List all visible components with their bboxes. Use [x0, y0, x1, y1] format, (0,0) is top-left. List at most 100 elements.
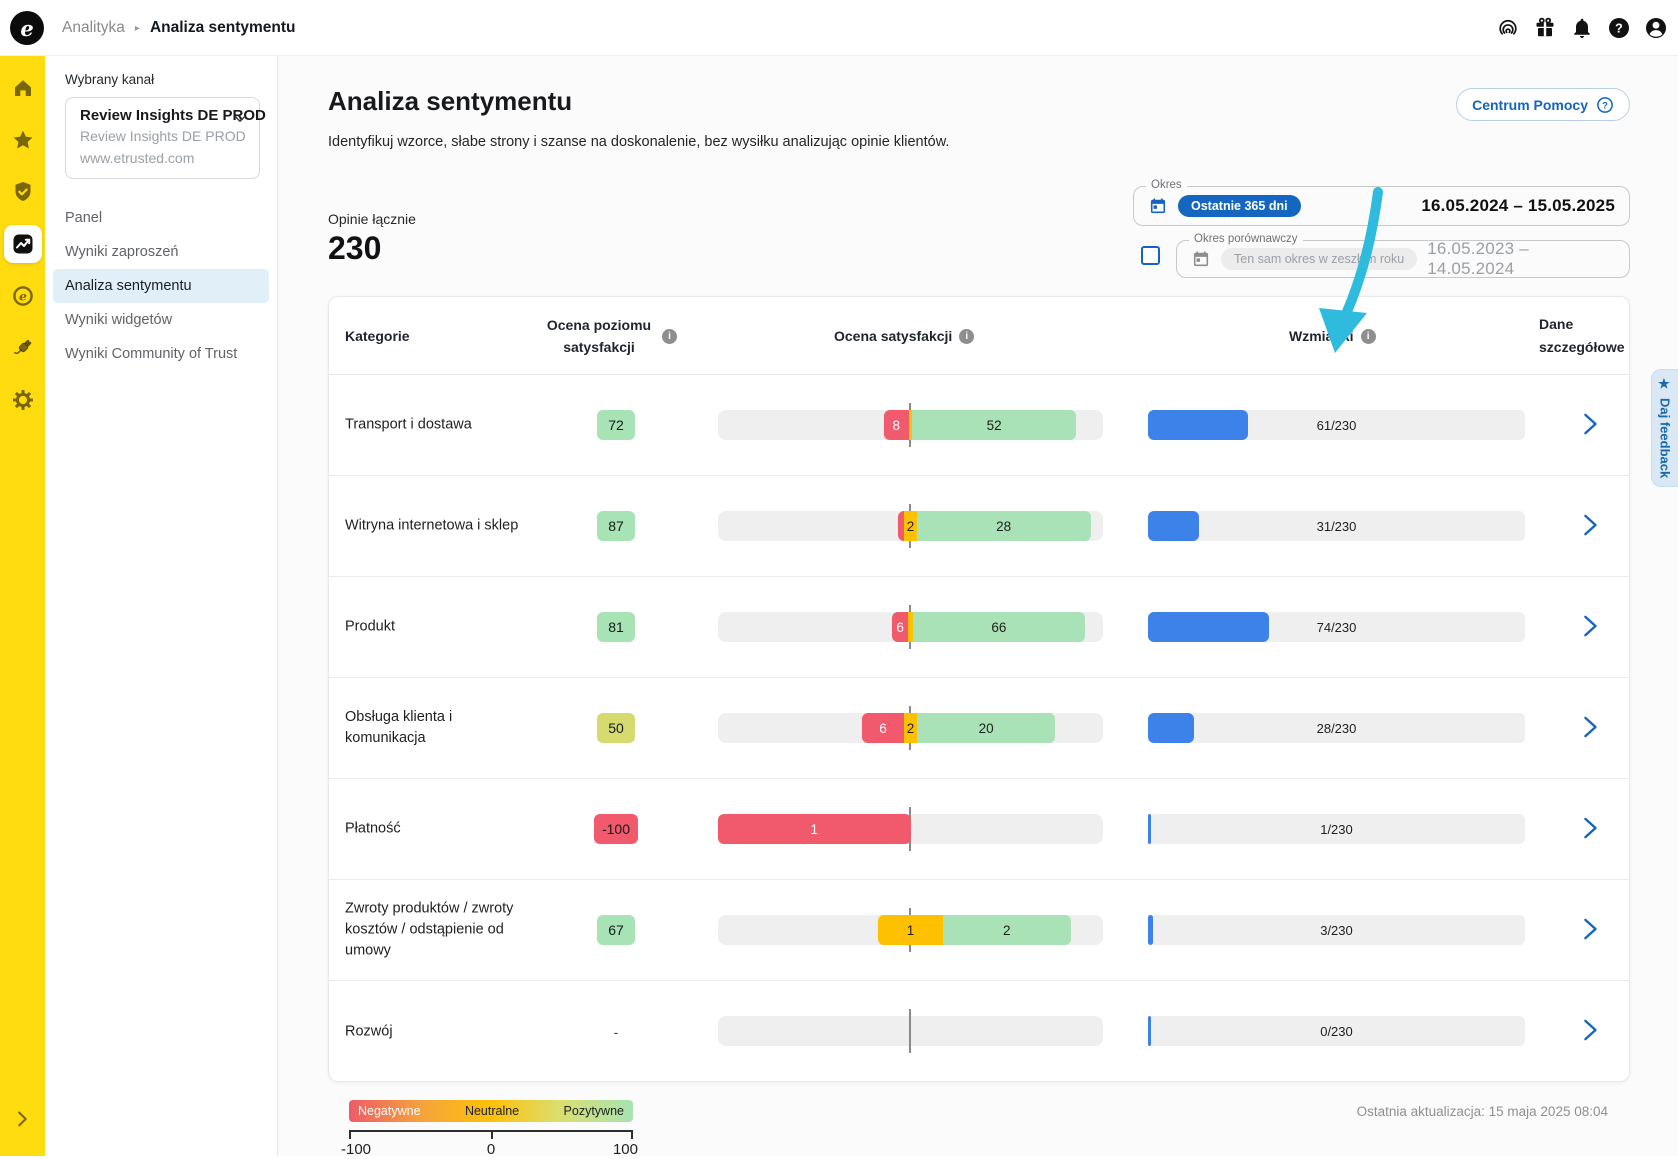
rail-item-shield-check[interactable]	[11, 180, 35, 204]
sentiment-segment-pos: 20	[917, 713, 1055, 743]
column-score: Ocena poziomu satysfakcji i	[535, 297, 685, 375]
table-row: Rozwój - 0/230	[329, 981, 1629, 1082]
period-picker[interactable]: Okres Ostatnie 365 dni 16.05.2024 – 15.0…	[1133, 179, 1630, 226]
chevron-right-icon	[1584, 413, 1597, 434]
rail-item-plug[interactable]	[11, 336, 35, 360]
category-label: Witryna internetowa i sklep	[345, 517, 519, 534]
sentiment-segment-neu: 2	[903, 713, 918, 743]
sidebar-item-wyniki-community-of-trust[interactable]: Wyniki Community of Trust	[65, 346, 238, 362]
row-details-button[interactable]	[1575, 914, 1605, 946]
main-content: Analiza sentymentu Identyfikuj wzorce, s…	[278, 56, 1678, 1158]
chevron-right-icon	[1584, 716, 1597, 737]
fingerprint-icon[interactable]	[1496, 16, 1520, 40]
rail-expand-button[interactable]	[11, 1108, 33, 1130]
row-details-button[interactable]	[1575, 510, 1605, 542]
feedback-label: Daj feedback	[1657, 398, 1673, 479]
channel-url: www.etrusted.com	[80, 150, 195, 166]
account-icon[interactable]	[1644, 16, 1668, 40]
legend-mid: 0	[486, 1141, 496, 1158]
info-icon[interactable]: i	[1360, 328, 1376, 344]
breadcrumb-analityka[interactable]: Analityka	[62, 19, 125, 36]
mentions-bar-fill	[1148, 1016, 1151, 1046]
plug-icon	[11, 336, 35, 360]
row-details-button[interactable]	[1575, 813, 1605, 845]
rail-item-etrusted[interactable]	[11, 284, 35, 308]
settings-gear-icon	[11, 388, 35, 412]
info-icon[interactable]: i	[662, 328, 677, 344]
comparison-period-picker[interactable]: Okres porównawczy Ten sam okres w zeszły…	[1176, 233, 1630, 278]
channel-label: Wybrany kanał	[65, 72, 155, 87]
column-sentiment-label: Ocena satysfakcji	[834, 328, 953, 344]
breadcrumb-current: Analiza sentymentu	[149, 19, 296, 36]
topbar-actions	[1496, 0, 1668, 56]
legend-neutral-label: Neutralne	[464, 1104, 520, 1118]
mentions-bar-fill	[1148, 713, 1194, 743]
breadcrumb-separator-icon: ▸	[134, 22, 140, 34]
help-icon[interactable]	[1607, 16, 1631, 40]
channel-sidebar: Wybrany kanał Review Insights DE PROD Re…	[45, 56, 278, 1156]
etrusted-logo[interactable]: e	[10, 11, 44, 45]
score-badge: 67	[597, 915, 635, 945]
sidebar-menu: Panel Wyniki zaproszeń Analiza sentymentu W…	[45, 201, 277, 371]
page-title: Analiza sentymentu	[328, 86, 573, 116]
rail-item-star[interactable]	[11, 128, 35, 152]
sidebar-item-analiza-sentymentu[interactable]: Analiza sentymentu	[53, 269, 269, 303]
sentiment-segment-pos: 66	[913, 612, 1085, 642]
category-label: Obsługa klienta i komunikacja	[345, 709, 453, 746]
mentions-bar-track: 61/230	[1148, 410, 1525, 440]
column-sentiment: Ocena satysfakcji i	[834, 297, 975, 375]
sentiment-segment-neu: 1	[878, 915, 943, 945]
mentions-count: 3/230	[1320, 922, 1353, 938]
mentions-bar-track: 28/230	[1148, 713, 1525, 743]
calendar-icon[interactable]	[1148, 196, 1168, 216]
sidebar-item-wyniki-zaproszeń[interactable]: Wyniki zaproszeń	[65, 244, 179, 260]
score-badge: 81	[597, 612, 635, 642]
category-label: Zwroty produktów / zwroty kosztów / odst…	[345, 900, 514, 959]
mentions-bar-fill	[1148, 410, 1248, 440]
sentiment-segments: 2 28	[898, 511, 1091, 541]
sentiment-segment-pos: 2	[942, 915, 1071, 945]
feedback-tab[interactable]: ★ Daj feedback	[1651, 369, 1678, 487]
table-row: Płatność -100 1 1/230	[329, 779, 1629, 880]
mentions-count: 61/230	[1316, 417, 1357, 433]
breadcrumb: Analityka ▸ Analiza sentymentu	[62, 0, 296, 56]
column-mentions: Wzmianki i	[1289, 297, 1376, 375]
mentions-count: 74/230	[1316, 619, 1357, 635]
rail-item-home[interactable]	[11, 76, 35, 100]
star-icon: ★	[1657, 377, 1673, 393]
row-details-button[interactable]	[1575, 1016, 1605, 1048]
bell-icon[interactable]	[1570, 16, 1594, 40]
table-row: Transport i dostawa 72 8 52 61/230	[329, 375, 1629, 476]
help-center-button[interactable]: Centrum Pomocy	[1456, 88, 1630, 121]
gift-icon[interactable]	[1533, 16, 1557, 40]
table-row: Zwroty produktów / zwroty kosztów / odst…	[329, 880, 1629, 981]
sentiment-segments: 8 52	[883, 410, 1077, 440]
shield-check-icon	[11, 180, 35, 204]
mentions-bar-fill	[1148, 814, 1151, 844]
mentions-count: 0/230	[1320, 1023, 1353, 1039]
calendar-icon[interactable]	[1191, 249, 1211, 269]
rail-item-analytics[interactable]	[3, 225, 42, 263]
row-details-button[interactable]	[1575, 611, 1605, 643]
comparison-placeholder-chip[interactable]: Ten sam okres w zeszłym roku	[1221, 248, 1418, 270]
period-range: 16.05.2024 – 15.05.2025	[1421, 196, 1615, 215]
channel-selector[interactable]: Review Insights DE PROD Review Insights …	[65, 97, 266, 179]
row-details-button[interactable]	[1575, 712, 1605, 744]
chevron-right-icon	[1584, 918, 1597, 939]
table-row: Witryna internetowa i sklep 87 2 28 31/23…	[329, 476, 1629, 577]
comparison-checkbox[interactable]	[1141, 246, 1160, 265]
sidebar-item-panel[interactable]: Panel	[65, 210, 103, 226]
rail-item-settings-gear[interactable]	[11, 388, 35, 412]
sentiment-segment-neu	[907, 612, 914, 642]
mentions-count: 31/230	[1316, 518, 1357, 534]
sidebar-item-wyniki-widgetów[interactable]: Wyniki widgetów	[65, 312, 173, 328]
period-preset-chip[interactable]: Ostatnie 365 dni	[1178, 195, 1301, 217]
table-row: Produkt 81 6 66 74/230	[329, 577, 1629, 678]
sentiment-segment-neu: 2	[904, 511, 917, 541]
comparison-range: 16.05.2023 – 14.05.2024	[1427, 239, 1529, 278]
row-details-button[interactable]	[1575, 409, 1605, 441]
score-badge: -100	[593, 814, 639, 844]
star-icon	[11, 128, 35, 152]
info-icon[interactable]: i	[959, 328, 975, 344]
